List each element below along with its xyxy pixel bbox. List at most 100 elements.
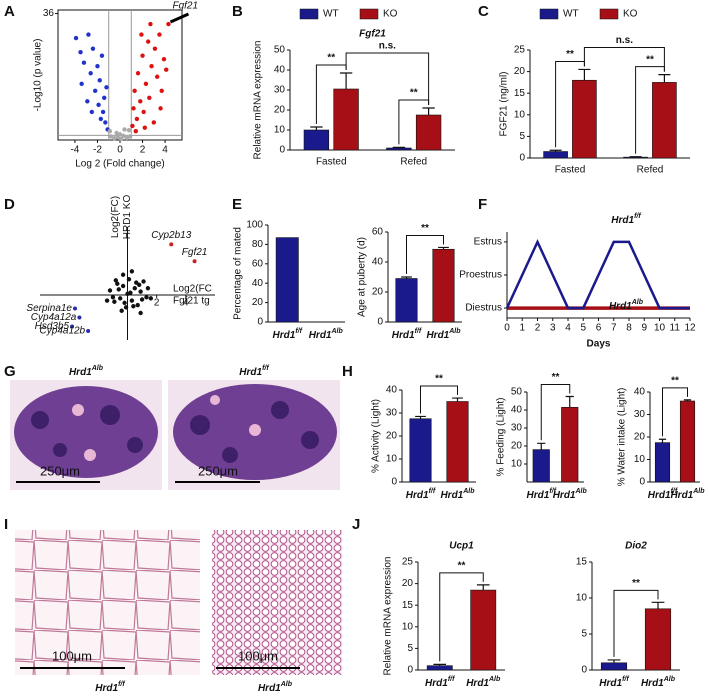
caption-sup: f/f — [118, 681, 125, 688]
x-tick-label: 7 — [611, 323, 617, 334]
point — [107, 129, 113, 134]
bar — [275, 237, 299, 323]
x-tick-label: Fasted — [555, 165, 586, 176]
label-sup: Alb — [631, 299, 644, 306]
point — [104, 298, 110, 303]
bar — [415, 114, 442, 151]
label-text: Hrd1 — [392, 330, 415, 341]
y-tick-label: 10 — [514, 109, 526, 120]
image-caption: Hrd1Alb — [258, 681, 293, 693]
label-text: Hrd1 — [648, 490, 671, 501]
panel-label: E — [232, 196, 242, 213]
panel-label: F — [478, 196, 487, 213]
x-tick-label: 4 — [565, 323, 571, 334]
image-title: Hrd1f/f — [239, 365, 269, 377]
label-text: Hrd1 — [611, 215, 634, 226]
x-axis-label: Log 2 (Fold change) — [75, 159, 165, 170]
point — [133, 129, 138, 134]
labeled-point — [77, 315, 82, 320]
bar — [654, 442, 671, 483]
point — [157, 32, 162, 37]
point — [148, 296, 154, 301]
label-text: Hrd1 — [273, 330, 296, 341]
point — [73, 35, 79, 41]
histology-g2: 250μm Hrd1f/f — [168, 365, 340, 490]
point — [138, 310, 143, 316]
point — [95, 64, 100, 69]
x-tick-label: Hrd1Alb — [553, 488, 588, 500]
series-label: Hrd1Alb — [609, 299, 644, 311]
label-sup: f/f — [622, 676, 629, 683]
y-tick-label: 5 — [407, 643, 413, 654]
y-tick-label: 0 — [257, 317, 263, 328]
point — [88, 71, 93, 76]
point — [144, 295, 149, 300]
bar — [652, 82, 677, 159]
error-bar — [476, 584, 490, 591]
point — [118, 296, 123, 301]
point — [122, 127, 127, 132]
significance-bracket — [406, 234, 444, 274]
x-tick-label: Hrd1Alb — [466, 676, 501, 688]
histology-g1: 250μm Hrd1Alb — [10, 365, 162, 490]
y-tick-label: 20 — [372, 287, 384, 298]
labeled-point — [70, 324, 75, 329]
x-tick-label: 8 — [626, 323, 632, 334]
bar — [470, 589, 497, 671]
histology-i2: 100μm Hrd1Alb — [212, 530, 342, 694]
point — [118, 136, 124, 142]
x-tick-label: Hrd1Alb — [426, 328, 461, 340]
point — [166, 21, 171, 27]
bar — [644, 608, 672, 671]
legend-label: WT — [323, 9, 339, 20]
y-tick-label: Estrus — [474, 237, 502, 248]
y-tick-label: 20 — [634, 432, 646, 443]
error-bar — [683, 399, 692, 401]
y-tick-label: 50 — [274, 45, 286, 56]
legend-swatch — [299, 8, 319, 20]
y-tick-label: 10 — [576, 593, 588, 604]
x-axis-label: Days — [587, 339, 611, 350]
y-tick-label: Proestrus — [459, 270, 502, 281]
label-sup: Alb — [448, 328, 461, 335]
significance-bracket — [439, 572, 484, 662]
panel-label: J — [352, 516, 360, 533]
label-sup: f/f — [415, 328, 422, 335]
x-tick-label: Hrd1f/f — [648, 488, 678, 500]
x-tick-label: 4 — [183, 298, 189, 309]
point — [131, 304, 136, 309]
labeled-point — [169, 242, 174, 247]
x-tick-label: Hrd1Alb — [309, 328, 344, 340]
point — [152, 46, 158, 51]
label-sup: Alb — [575, 488, 588, 495]
point — [132, 286, 137, 291]
significance-bracket — [613, 589, 659, 657]
y-axis-label: -Log10 (p value) — [33, 39, 44, 112]
panel-label: D — [4, 196, 15, 213]
point — [78, 49, 83, 55]
bar — [409, 418, 432, 483]
title-sup: Alb — [91, 365, 104, 372]
error-bar — [401, 276, 412, 279]
point — [99, 53, 105, 58]
x-tick-label: Hrd1f/f — [392, 328, 422, 340]
significance-bracket — [345, 52, 430, 105]
significance-label: ** — [410, 88, 418, 99]
y-tick-label: 0 — [519, 153, 525, 164]
point — [121, 133, 126, 138]
point — [123, 305, 129, 310]
title-text: Hrd1 — [69, 367, 92, 378]
significance-bracket — [420, 385, 458, 414]
point — [97, 78, 102, 83]
y-axis-label: % Feeding (Light) — [496, 398, 507, 477]
x-tick-label: 1 — [519, 323, 525, 334]
point — [102, 95, 107, 101]
point — [148, 21, 153, 27]
significance-label: n.s. — [616, 35, 633, 46]
x-tick-label: 0 — [504, 323, 510, 334]
y-tick-label: 100 — [246, 220, 263, 231]
bar — [426, 665, 453, 671]
chart-title: Dio2 — [625, 541, 647, 552]
significance-label: ** — [421, 223, 429, 234]
panel-label: I — [4, 516, 8, 533]
